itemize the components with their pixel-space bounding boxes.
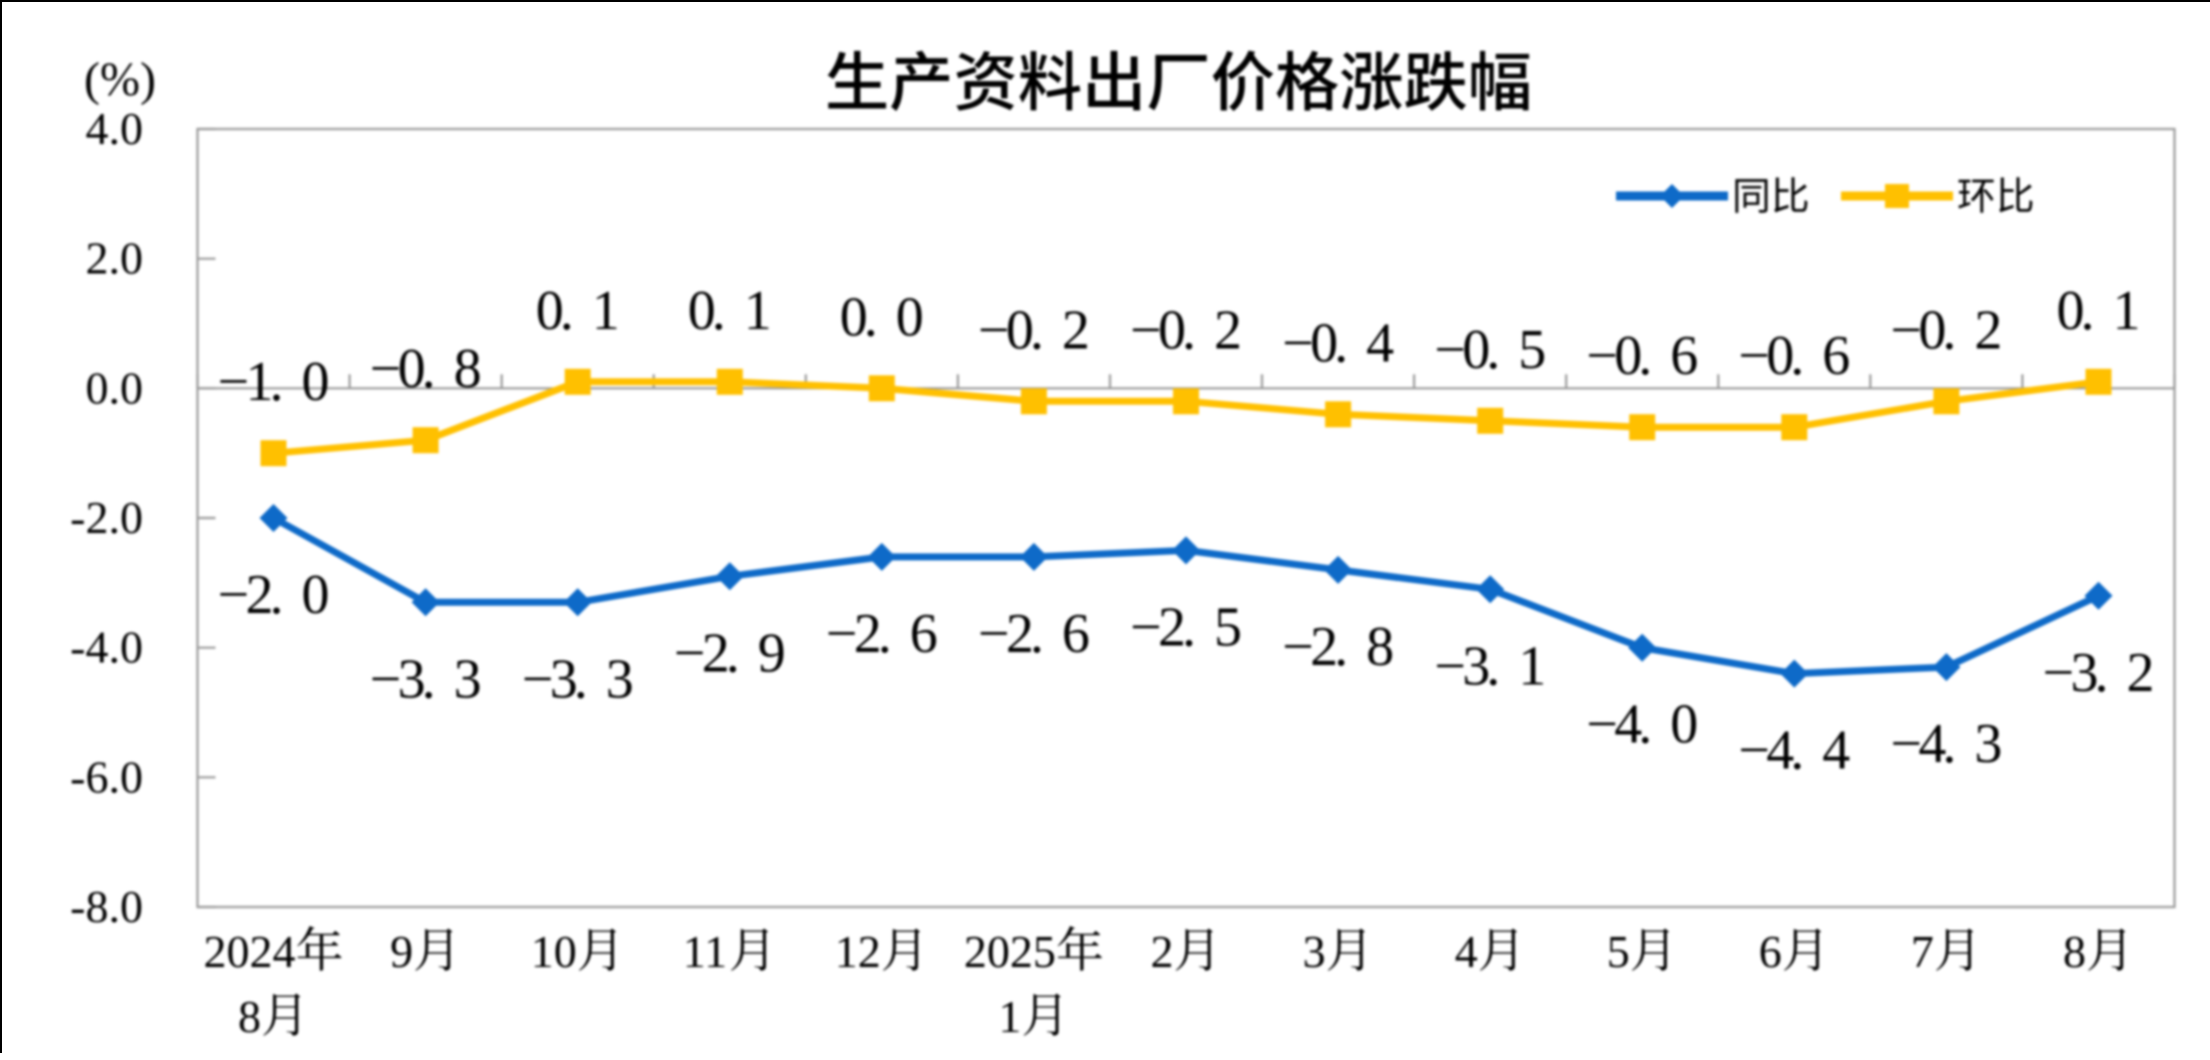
svg-text:(%): (%) [84, 53, 156, 106]
svg-text:0.1: 0. 1 [688, 280, 772, 342]
svg-text:7: 7 [1911, 926, 1934, 977]
svg-text:3: 3 [1303, 926, 1326, 977]
svg-text:−4.3: −4. 3 [1890, 713, 2002, 775]
svg-text:6: 6 [1759, 926, 1782, 977]
svg-text:−2.8: −2. 8 [1282, 616, 1394, 678]
svg-text:-2.0: -2.0 [70, 492, 143, 543]
svg-text:0.1: 0. 1 [536, 280, 620, 342]
svg-text:-4.0: -4.0 [70, 622, 143, 673]
svg-text:−3.1: −3. 1 [1434, 635, 1546, 697]
svg-text:−2.5: −2. 5 [1130, 596, 1242, 658]
svg-text:11: 11 [683, 926, 727, 977]
svg-text:4.0: 4.0 [86, 103, 144, 154]
svg-text:−0.4: −0. 4 [1282, 312, 1394, 374]
svg-text:-8.0: -8.0 [70, 881, 143, 932]
svg-text:−4.4: −4. 4 [1738, 720, 1850, 782]
svg-text:−0.2: −0. 2 [978, 299, 1090, 361]
svg-text:-6.0: -6.0 [70, 751, 143, 802]
svg-text:−0.5: −0. 5 [1434, 319, 1546, 381]
svg-text:−2.6: −2. 6 [826, 603, 938, 665]
svg-text:2024: 2024 [204, 926, 296, 977]
svg-text:8: 8 [238, 991, 261, 1042]
svg-text:0.1: 0. 1 [2057, 280, 2141, 342]
svg-text:−1.0: −1. 0 [218, 351, 330, 413]
svg-text:12: 12 [835, 926, 881, 977]
svg-text:1: 1 [998, 991, 1021, 1042]
svg-text:−3.3: −3. 3 [370, 648, 482, 710]
svg-text:−2.0: −2. 0 [218, 564, 330, 626]
svg-text:−0.2: −0. 2 [1130, 299, 1242, 361]
svg-text:10: 10 [531, 926, 577, 977]
svg-text:−0.8: −0. 8 [370, 338, 482, 400]
svg-text:9: 9 [390, 926, 413, 977]
svg-text:0.0: 0.0 [86, 362, 144, 413]
svg-text:8: 8 [2063, 926, 2086, 977]
svg-text:5: 5 [1607, 926, 1630, 977]
svg-text:−2.9: −2. 9 [674, 622, 786, 684]
svg-text:−3.3: −3. 3 [522, 648, 634, 710]
svg-text:−2.6: −2. 6 [978, 603, 1090, 665]
svg-text:0.0: 0.0 [840, 286, 924, 348]
svg-text:2025: 2025 [964, 926, 1056, 977]
svg-text:−0.6: −0. 6 [1586, 325, 1698, 387]
svg-text:−0.2: −0. 2 [1890, 299, 2002, 361]
svg-text:−0.6: −0. 6 [1738, 325, 1850, 387]
svg-text:−3.2: −3. 2 [2043, 642, 2155, 704]
svg-text:4: 4 [1455, 926, 1478, 977]
svg-text:2: 2 [1151, 926, 1174, 977]
svg-text:−4.0: −4. 0 [1586, 694, 1698, 756]
svg-text:2.0: 2.0 [86, 233, 144, 284]
